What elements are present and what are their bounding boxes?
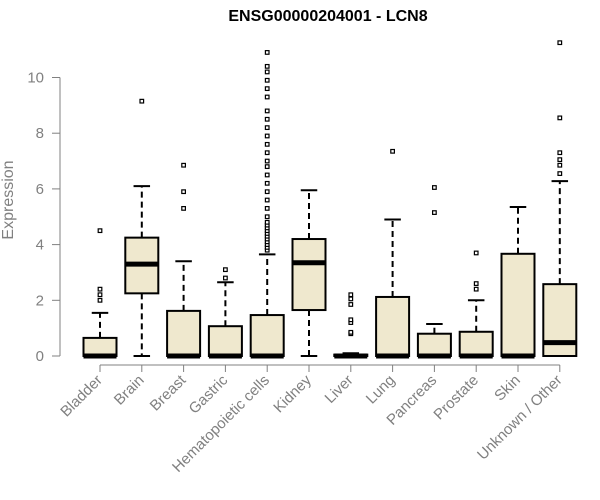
- box-body: [500, 252, 536, 357]
- x-tick-label: Brain: [111, 372, 148, 409]
- outlier-point: [348, 296, 354, 302]
- outlier-point: [264, 86, 270, 92]
- box-body: [542, 283, 578, 357]
- box-skin: [500, 206, 536, 359]
- box-liver: [333, 292, 369, 359]
- box-bladder: [82, 228, 118, 359]
- outlier-point: [264, 108, 270, 114]
- x-tick-label: Breast: [147, 371, 190, 414]
- box-body: [249, 314, 285, 357]
- outlier-point: [264, 125, 270, 131]
- x-tick-label: Bladder: [57, 372, 106, 421]
- box-body: [82, 336, 118, 357]
- outlier-point: [557, 40, 563, 46]
- x-tick-label: Prostate: [430, 372, 482, 424]
- box-hematopoietic-cells: [249, 50, 285, 359]
- box-gastric: [207, 267, 243, 359]
- x-tick-label: Skin: [491, 372, 524, 405]
- box-body: [458, 330, 494, 358]
- box-body: [166, 309, 202, 357]
- outlier-point: [264, 219, 270, 225]
- outlier-point: [264, 205, 270, 211]
- y-tick-label: 10: [27, 70, 44, 87]
- box-breast: [166, 162, 202, 359]
- y-tick-label: 4: [36, 237, 44, 254]
- outlier-point: [264, 150, 270, 156]
- box-body: [375, 295, 411, 358]
- outlier-point: [223, 275, 228, 281]
- outlier-point: [264, 141, 270, 147]
- outlier-point: [432, 210, 437, 215]
- outlier-point: [223, 267, 228, 273]
- outlier-point: [181, 162, 187, 168]
- outlier-point: [473, 281, 479, 286]
- box-unknown-other: [542, 40, 578, 357]
- x-tick-label: Liver: [322, 372, 357, 407]
- outlier-point: [264, 63, 270, 69]
- boxes: [82, 40, 578, 359]
- box-kidney: [291, 189, 327, 357]
- outlier-point: [97, 286, 103, 292]
- outlier-point: [473, 250, 479, 256]
- outlier-point: [557, 157, 563, 163]
- y-tick-label: 0: [36, 348, 44, 365]
- outlier-point: [473, 286, 479, 292]
- outlier-point: [264, 158, 270, 164]
- outlier-point: [348, 302, 354, 307]
- y-tick-label: 8: [36, 125, 44, 142]
- outlier-point: [264, 180, 270, 186]
- outlier-point: [557, 115, 563, 121]
- box-pancreas: [416, 185, 452, 359]
- outlier-point: [264, 116, 270, 122]
- outlier-point: [557, 150, 563, 156]
- outlier-point: [557, 171, 563, 176]
- box-body: [207, 325, 243, 357]
- box-lung: [375, 148, 411, 359]
- outlier-point: [557, 162, 563, 168]
- y-axis-label: Expression: [0, 160, 17, 239]
- outlier-point: [264, 133, 270, 139]
- box-prostate: [458, 250, 494, 359]
- outlier-point: [97, 292, 103, 298]
- outlier-point: [181, 205, 187, 211]
- chart-title: ENSG00000204001 - LCN8: [228, 8, 427, 25]
- outlier-point: [390, 148, 395, 154]
- outlier-point: [432, 185, 437, 190]
- outlier-point: [264, 189, 270, 195]
- box-brain: [124, 98, 160, 357]
- outlier-point: [348, 292, 354, 298]
- box-body: [291, 238, 327, 312]
- outlier-point: [264, 197, 270, 203]
- outlier-point: [264, 164, 270, 170]
- x-tick-label: Lung: [363, 372, 399, 408]
- y-ticks: 0 2 4 6 8 10: [27, 70, 60, 365]
- x-tick-label: Kidney: [270, 371, 315, 416]
- y-tick-label: 6: [36, 181, 44, 198]
- outlier-point: [97, 228, 103, 234]
- outlier-point: [264, 94, 270, 100]
- outlier-point: [264, 69, 270, 75]
- outlier-point: [264, 214, 270, 220]
- outlier-point: [97, 297, 103, 303]
- y-tick-label: 2: [36, 292, 44, 309]
- box-body: [416, 332, 452, 358]
- outlier-point: [264, 172, 270, 178]
- outlier-point: [348, 317, 354, 323]
- outlier-point: [264, 77, 270, 83]
- outlier-point: [264, 50, 270, 55]
- outlier-point: [181, 189, 187, 195]
- outlier-point: [139, 98, 145, 104]
- outlier-point: [348, 329, 354, 335]
